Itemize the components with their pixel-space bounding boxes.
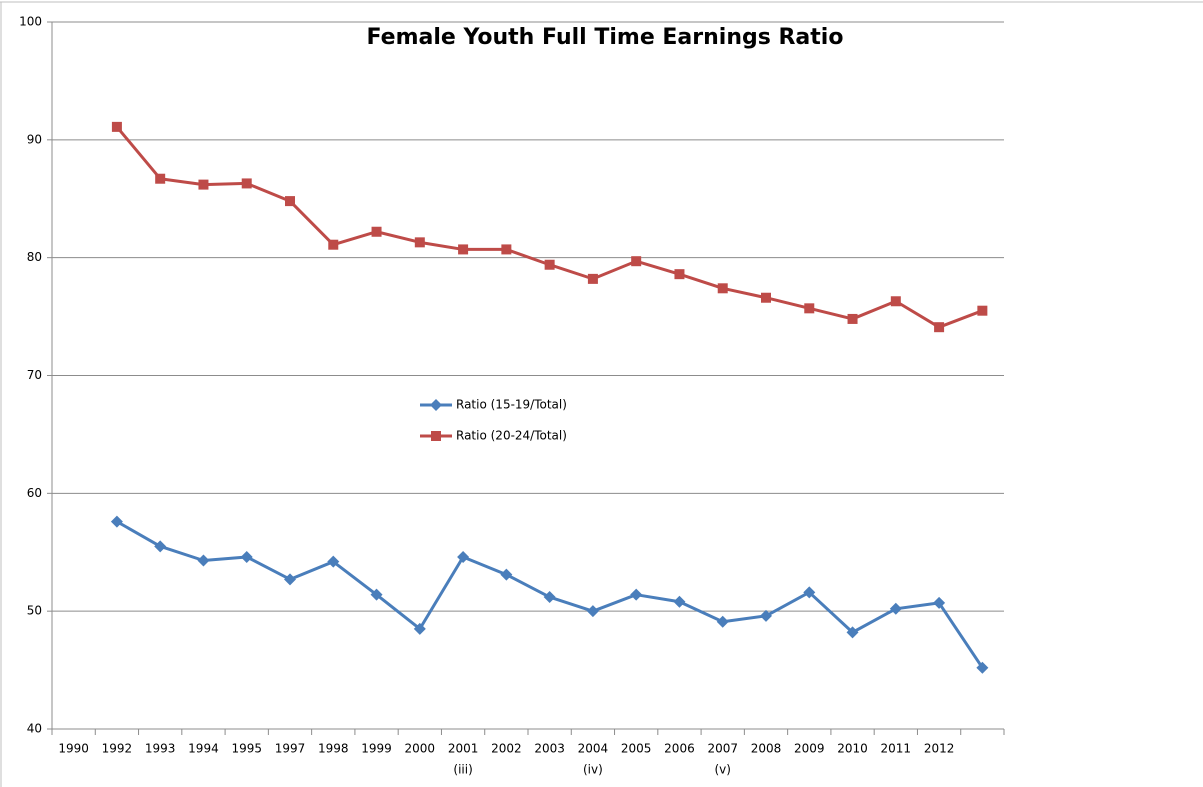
x-tick-label: 2005	[621, 742, 652, 756]
point	[803, 586, 816, 599]
point	[458, 244, 469, 255]
point	[328, 239, 339, 250]
x-tick-note: (v)	[714, 763, 730, 777]
x-tick-label: 2007	[707, 742, 738, 756]
point	[716, 615, 729, 628]
point	[631, 256, 642, 267]
x-tick-label: 2010	[837, 742, 868, 756]
x-tick-label: 1993	[145, 742, 176, 756]
x-tick-label: 1992	[102, 742, 133, 756]
x-tick-label: 1995	[231, 742, 262, 756]
point	[674, 269, 685, 280]
y-tick-label: 80	[27, 250, 42, 264]
point	[240, 550, 253, 563]
point	[804, 303, 815, 314]
point	[673, 595, 686, 608]
point	[370, 588, 383, 601]
point	[111, 121, 122, 132]
point	[586, 605, 599, 618]
point	[155, 173, 166, 184]
point	[977, 305, 988, 316]
point	[761, 292, 771, 303]
x-tick-label: 2002	[491, 742, 522, 756]
point	[543, 591, 556, 604]
y-tick-label: 100	[19, 15, 42, 29]
point	[933, 596, 946, 609]
point	[457, 550, 470, 563]
point	[284, 573, 296, 586]
point	[285, 196, 295, 207]
y-tick-label: 70	[27, 368, 42, 382]
series-line	[115, 125, 983, 329]
point	[414, 237, 425, 248]
point	[976, 661, 989, 674]
point	[198, 179, 209, 190]
point	[934, 322, 945, 333]
point	[846, 626, 859, 639]
point	[371, 226, 382, 237]
point	[110, 515, 123, 528]
x-tick-label: 1994	[188, 742, 219, 756]
x-tick-label: 1999	[361, 742, 392, 756]
y-tick-label: 50	[27, 604, 42, 618]
point	[413, 622, 426, 635]
point	[889, 602, 902, 615]
point	[500, 568, 513, 581]
point	[197, 554, 210, 567]
y-tick-label: 40	[27, 722, 42, 736]
point	[587, 273, 598, 284]
legend-marker	[431, 431, 441, 441]
point	[760, 609, 772, 622]
point	[154, 540, 167, 553]
x-tick-label: 2009	[794, 742, 825, 756]
point	[241, 178, 252, 189]
x-tick-note: (iv)	[583, 763, 603, 777]
point	[890, 296, 901, 307]
x-tick-label: 2003	[534, 742, 565, 756]
x-tick-label: 2000	[405, 742, 436, 756]
x-tick-label: 1997	[275, 742, 306, 756]
chart-title: Female Youth Full Time Earnings Ratio	[367, 25, 844, 50]
point	[327, 555, 340, 568]
legend-label: Ratio (15-19/Total)	[456, 398, 567, 412]
x-tick-note: (iii)	[453, 763, 472, 777]
x-tick-label: 2006	[664, 742, 695, 756]
y-tick-label: 60	[27, 486, 42, 500]
legend-label: Ratio (20-24/Total)	[456, 429, 567, 443]
legend-marker	[430, 399, 442, 411]
x-tick-label: 2008	[751, 742, 782, 756]
point	[501, 244, 512, 255]
x-tick-label: 2011	[881, 742, 912, 756]
point	[717, 283, 728, 294]
point	[544, 259, 555, 270]
x-tick-label: 2012	[924, 742, 955, 756]
x-tick-label: 1998	[318, 742, 349, 756]
x-tick-label: 2004	[578, 742, 609, 756]
point	[847, 313, 858, 324]
x-tick-label: 1990	[58, 742, 89, 756]
y-tick-label: 90	[27, 132, 42, 146]
point	[630, 588, 643, 601]
x-tick-label: 2001	[448, 742, 479, 756]
